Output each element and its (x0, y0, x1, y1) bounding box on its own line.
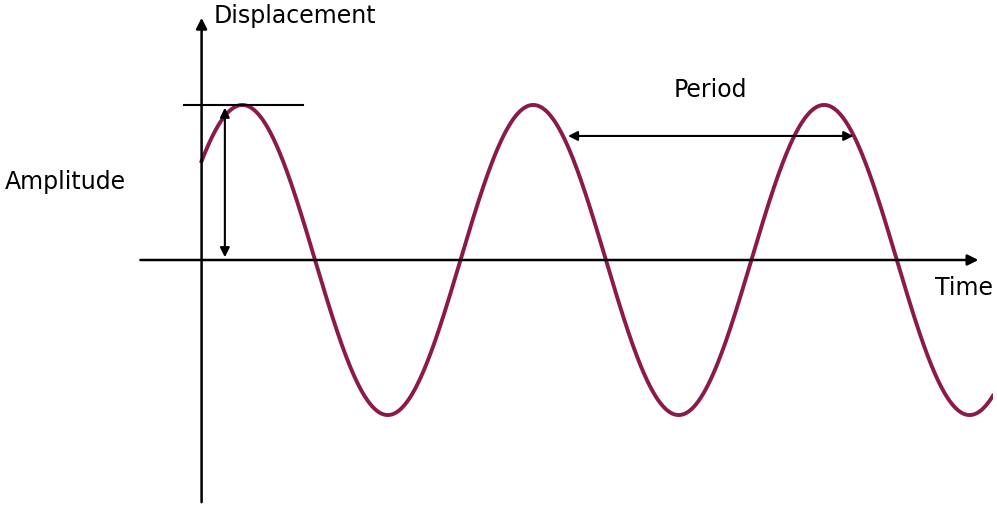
Text: Amplitude: Amplitude (5, 171, 126, 194)
Text: Time: Time (935, 276, 993, 300)
Text: Period: Period (674, 78, 748, 102)
Text: Displacement: Displacement (213, 4, 376, 28)
